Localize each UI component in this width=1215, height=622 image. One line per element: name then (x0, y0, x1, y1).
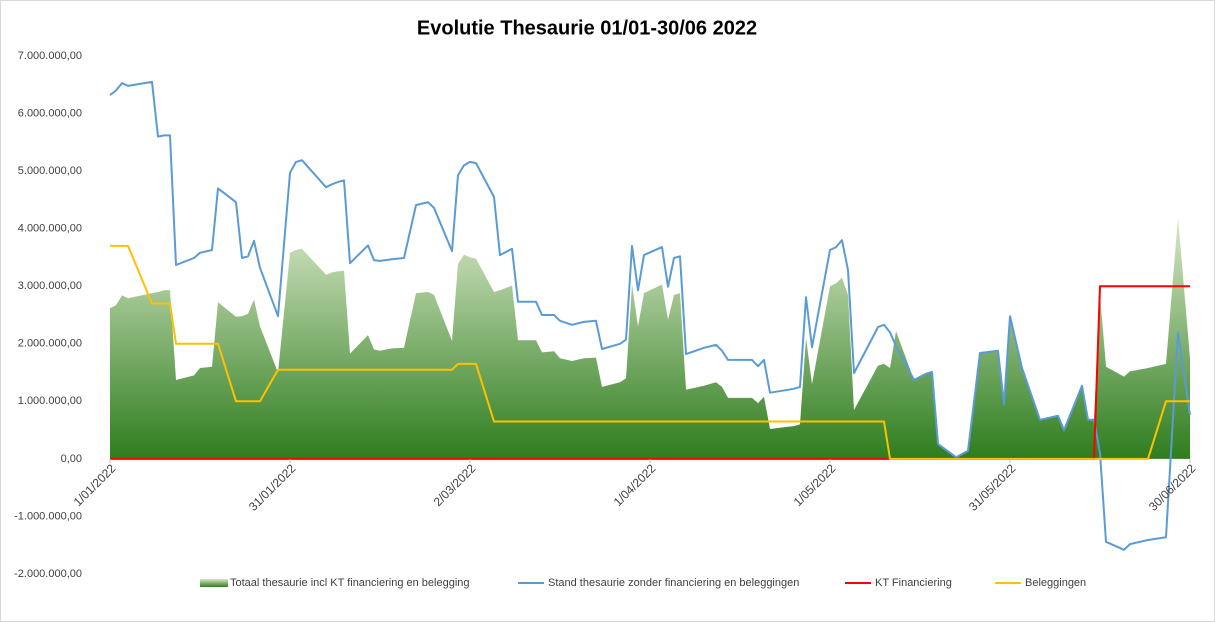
legend-label: KT Financiering (875, 577, 952, 589)
y-tick-label: 7.000.000,00 (18, 50, 82, 62)
y-tick-label: 1.000.000,00 (18, 395, 82, 407)
y-tick-label: 0,00 (61, 453, 82, 465)
y-tick-label: -1.000.000,00 (14, 510, 82, 522)
y-tick-label: 6.000.000,00 (18, 107, 82, 119)
y-tick-label: 4.000.000,00 (18, 223, 82, 235)
line-series (110, 244, 1190, 460)
y-tick-label: -2.000.000,00 (14, 568, 82, 580)
area-series (110, 217, 1190, 459)
legend-label: Totaal thesaurie incl KT financiering en… (230, 577, 470, 589)
y-tick-label: 3.000.000,00 (18, 280, 82, 292)
line-series (109, 80, 1191, 551)
legend-swatch (200, 579, 228, 587)
legend-label: Beleggingen (1025, 577, 1086, 589)
chart-title: Evolutie Thesaurie 01/01-30/06 2022 (417, 17, 757, 39)
y-tick-label: 2.000.000,00 (18, 338, 82, 350)
y-tick-label: 5.000.000,00 (18, 165, 82, 177)
legend-label: Stand thesaurie zonder financiering en b… (548, 577, 799, 589)
